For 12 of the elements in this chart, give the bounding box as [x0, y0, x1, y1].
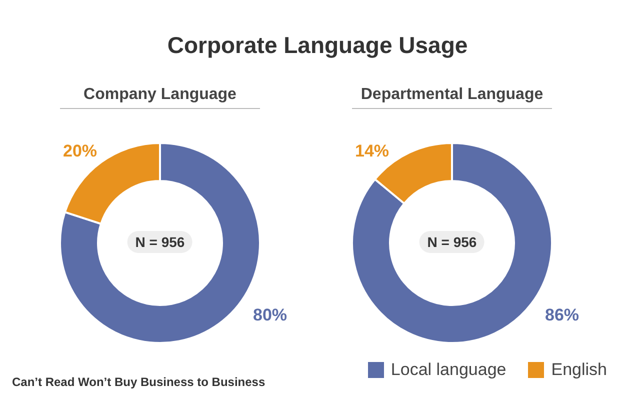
chart-title: Corporate Language Usage: [166, 32, 469, 59]
chart-subtitle: Company Language: [60, 86, 260, 109]
text: Can’t Read Won’t Buy Business to Business: [12, 375, 266, 389]
data-label: 80%: [252, 306, 288, 324]
data-label: 86%: [544, 306, 580, 324]
legend-label: Local language: [390, 360, 506, 380]
legend-label: English: [551, 360, 607, 380]
data-label: 20%: [62, 142, 98, 160]
text: N = 956: [127, 231, 193, 253]
chart-subtitle: Departmental Language: [352, 86, 552, 109]
data-label: 14%: [354, 142, 390, 160]
text: N = 956: [419, 231, 485, 253]
